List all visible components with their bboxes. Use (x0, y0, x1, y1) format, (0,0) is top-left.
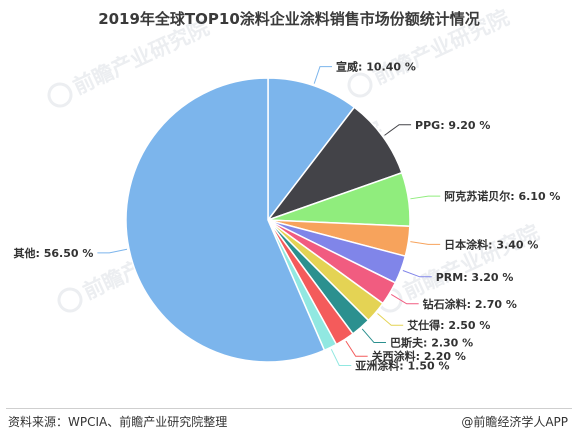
label-connector-2 (410, 195, 441, 200)
data-label-4: PRM: 3.20 % (436, 271, 514, 284)
chart-title: 2019年全球TOP10涂料企业涂料销售市场份额统计情况 (98, 10, 480, 28)
label-connector-0 (313, 66, 332, 84)
label-connector-6 (377, 313, 404, 326)
svg-text:前瞻产业研究院: 前瞻产业研究院 (369, 5, 512, 89)
label-connector-7 (361, 328, 386, 344)
label-connector-4 (402, 270, 432, 278)
svg-text:前瞻产业研究院: 前瞻产业研究院 (69, 15, 212, 99)
data-label-8: 关西涂料: 2.20 % (372, 349, 466, 363)
data-label-2: 阿克苏诺贝尔: 6.10 % (444, 189, 560, 203)
footer-divider (6, 408, 572, 409)
data-label-9: 亚洲涂料: 1.50 % (355, 358, 449, 372)
data-label-6: 艾仕得: 2.50 % (407, 318, 490, 332)
label-connector-1 (384, 124, 412, 136)
pie-slice-1 (265, 106, 403, 222)
pie-slice-10 (125, 77, 326, 363)
pie-chart: 前瞻产业研究院 前瞻产业研究院 前瞻产业研究院 前瞻产业研究院 前瞻产业研究院 … (13, 5, 560, 372)
brand-credit: @前瞻经济学人APP (461, 415, 568, 429)
data-label-0: 宣威: 10.40 % (336, 60, 416, 74)
pie-slice-0 (267, 77, 356, 223)
data-label-3: 日本涂料: 3.40 % (444, 237, 538, 251)
label-connector-9 (330, 349, 352, 366)
data-label-10: 其他: 56.50 % (13, 246, 93, 260)
data-label-7: 巴斯夫: 2.30 % (390, 336, 473, 350)
source-note: 资料来源：WPCIA、前瞻产业研究院整理 (8, 415, 228, 429)
label-connector-3 (410, 241, 441, 245)
svg-text:前瞻产业研究院: 前瞻产业研究院 (399, 220, 542, 304)
label-connector-8 (345, 340, 368, 357)
data-label-1: PPG: 9.20 % (415, 119, 490, 132)
label-connector-10 (97, 248, 128, 254)
data-label-5: 钻石涂料: 2.70 % (423, 297, 517, 311)
label-connector-5 (390, 294, 419, 305)
